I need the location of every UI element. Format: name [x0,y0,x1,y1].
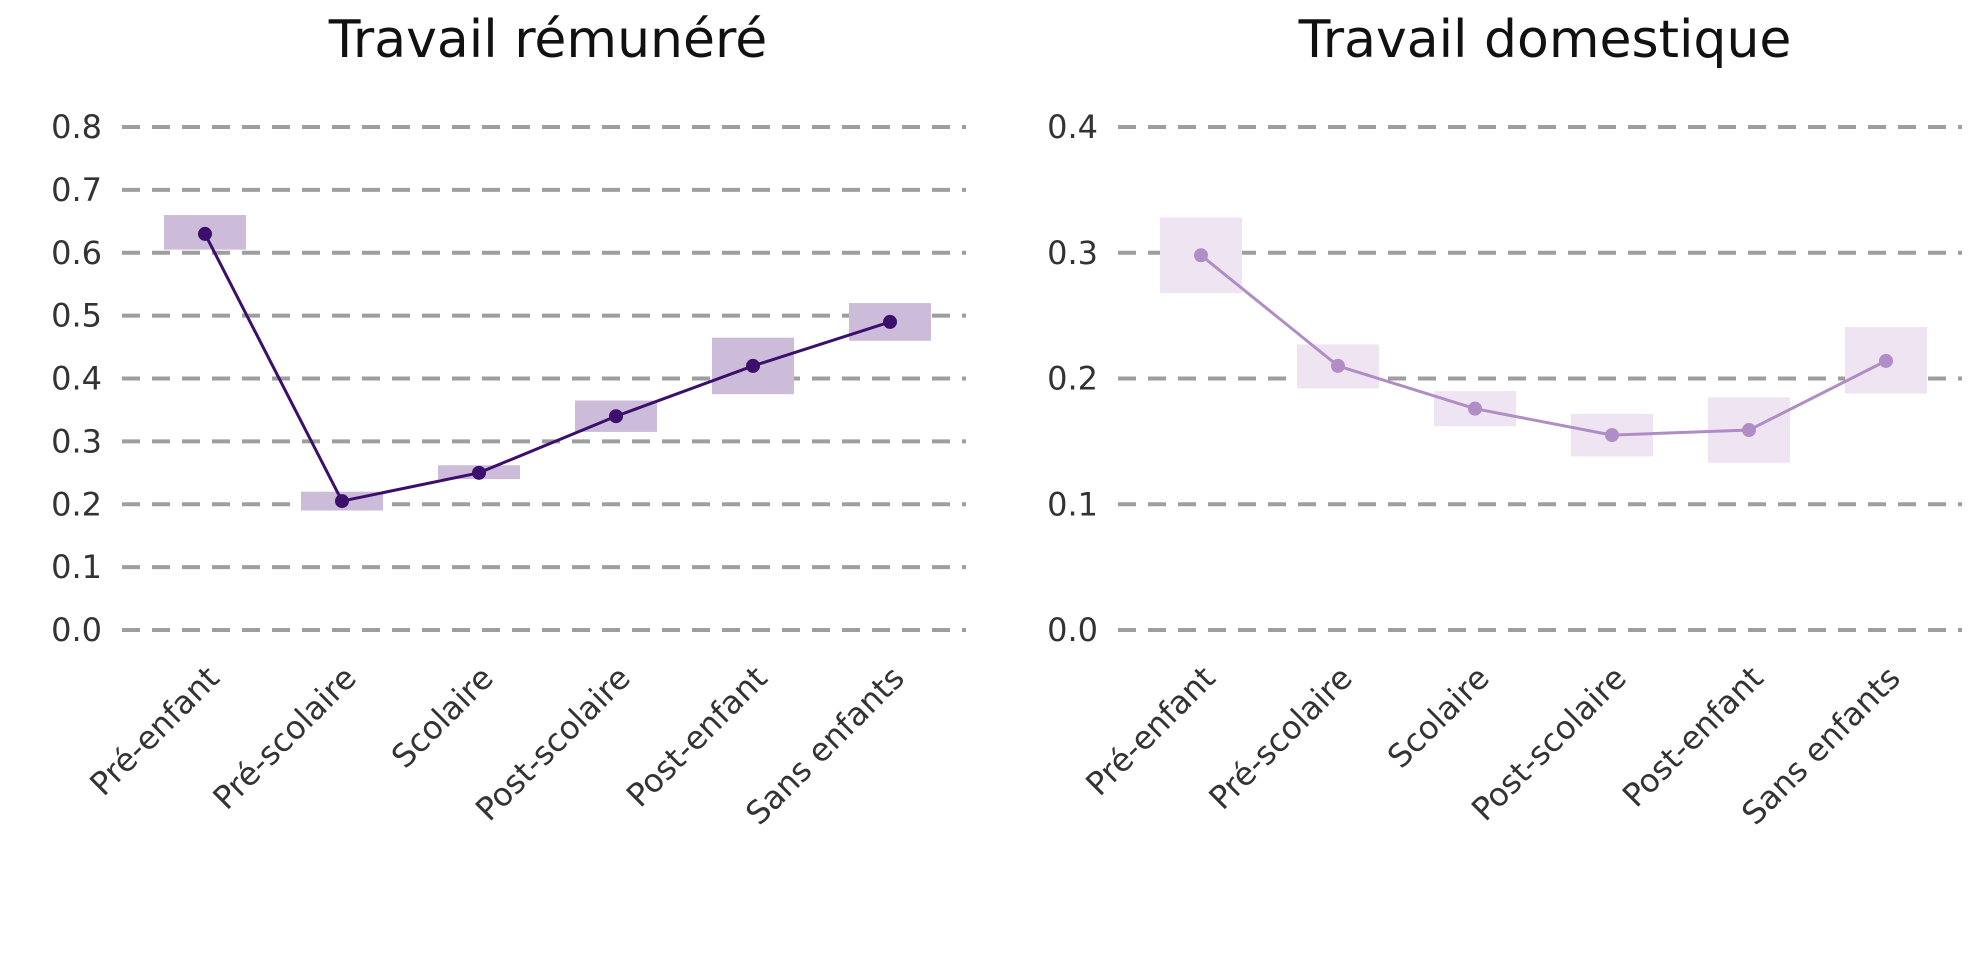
paid-work-panel: Travail rémunéré 0.0 0.1 0.2 0.3 0.4 0.5 0.6 0.… [51,10,966,832]
domestic-work-panel: Travail domestique 0.0 0.1 0.2 0.3 0.4 Pré-en… [1047,10,1962,832]
domestic-work-y-tick-label: 0.0 [1047,611,1098,649]
domestic-work-y-tick-label: 0.2 [1047,360,1098,398]
paid-work-y-tick-label: 0.1 [51,548,102,586]
domestic-work-data-point [1331,358,1345,373]
domestic-work-data-point [1194,248,1208,263]
domestic-work-data-point [1605,428,1619,443]
domestic-work-y-tick-label: 0.1 [1047,485,1098,523]
paid-work-data-point [883,314,897,329]
domestic-work-data-point [1468,401,1482,416]
domestic-work-data-point [1742,423,1756,438]
paid-work-y-tick-label: 0.6 [51,234,102,272]
paid-work-data-point [335,494,349,509]
paid-work-data-point [609,409,623,424]
domestic-work-y-tick-label: 0.3 [1047,234,1098,272]
paid-work-y-tick-label: 0.8 [51,108,102,146]
paid-work-y-tick-label: 0.2 [51,485,102,523]
paid-work-x-tick-label: Scolaire [384,659,501,776]
paid-work-y-tick-label: 0.3 [51,422,102,460]
domestic-work-series-line [1200,254,1887,437]
paid-work-y-tick-label: 0.4 [51,360,102,398]
paid-work-data-point [472,465,486,480]
paid-work-y-tick-label: 0.5 [51,297,102,335]
domestic-work-data-point [1879,353,1893,368]
paid-work-data-point [746,358,760,373]
paid-work-series-line [203,233,891,503]
domestic-work-x-tick-label: Scolaire [1380,659,1497,776]
domestic-work-y-tick-label: 0.4 [1047,108,1098,146]
paid-work-data-point [198,226,212,241]
paid-work-y-tick-label: 0.0 [51,611,102,649]
domestic-work-x-tick-label: Pré-scolaire [1201,659,1359,817]
domestic-work-title: Travail domestique [1298,10,1792,70]
paid-work-title: Travail rémunéré [328,10,767,70]
paid-work-x-tick-label: Pré-scolaire [205,659,363,817]
domestic-work-x-tick-label: Pré-enfant [1078,659,1222,803]
paid-work-x-tick-label: Pré-enfant [82,659,226,803]
paid-work-y-tick-label: 0.7 [51,171,102,209]
